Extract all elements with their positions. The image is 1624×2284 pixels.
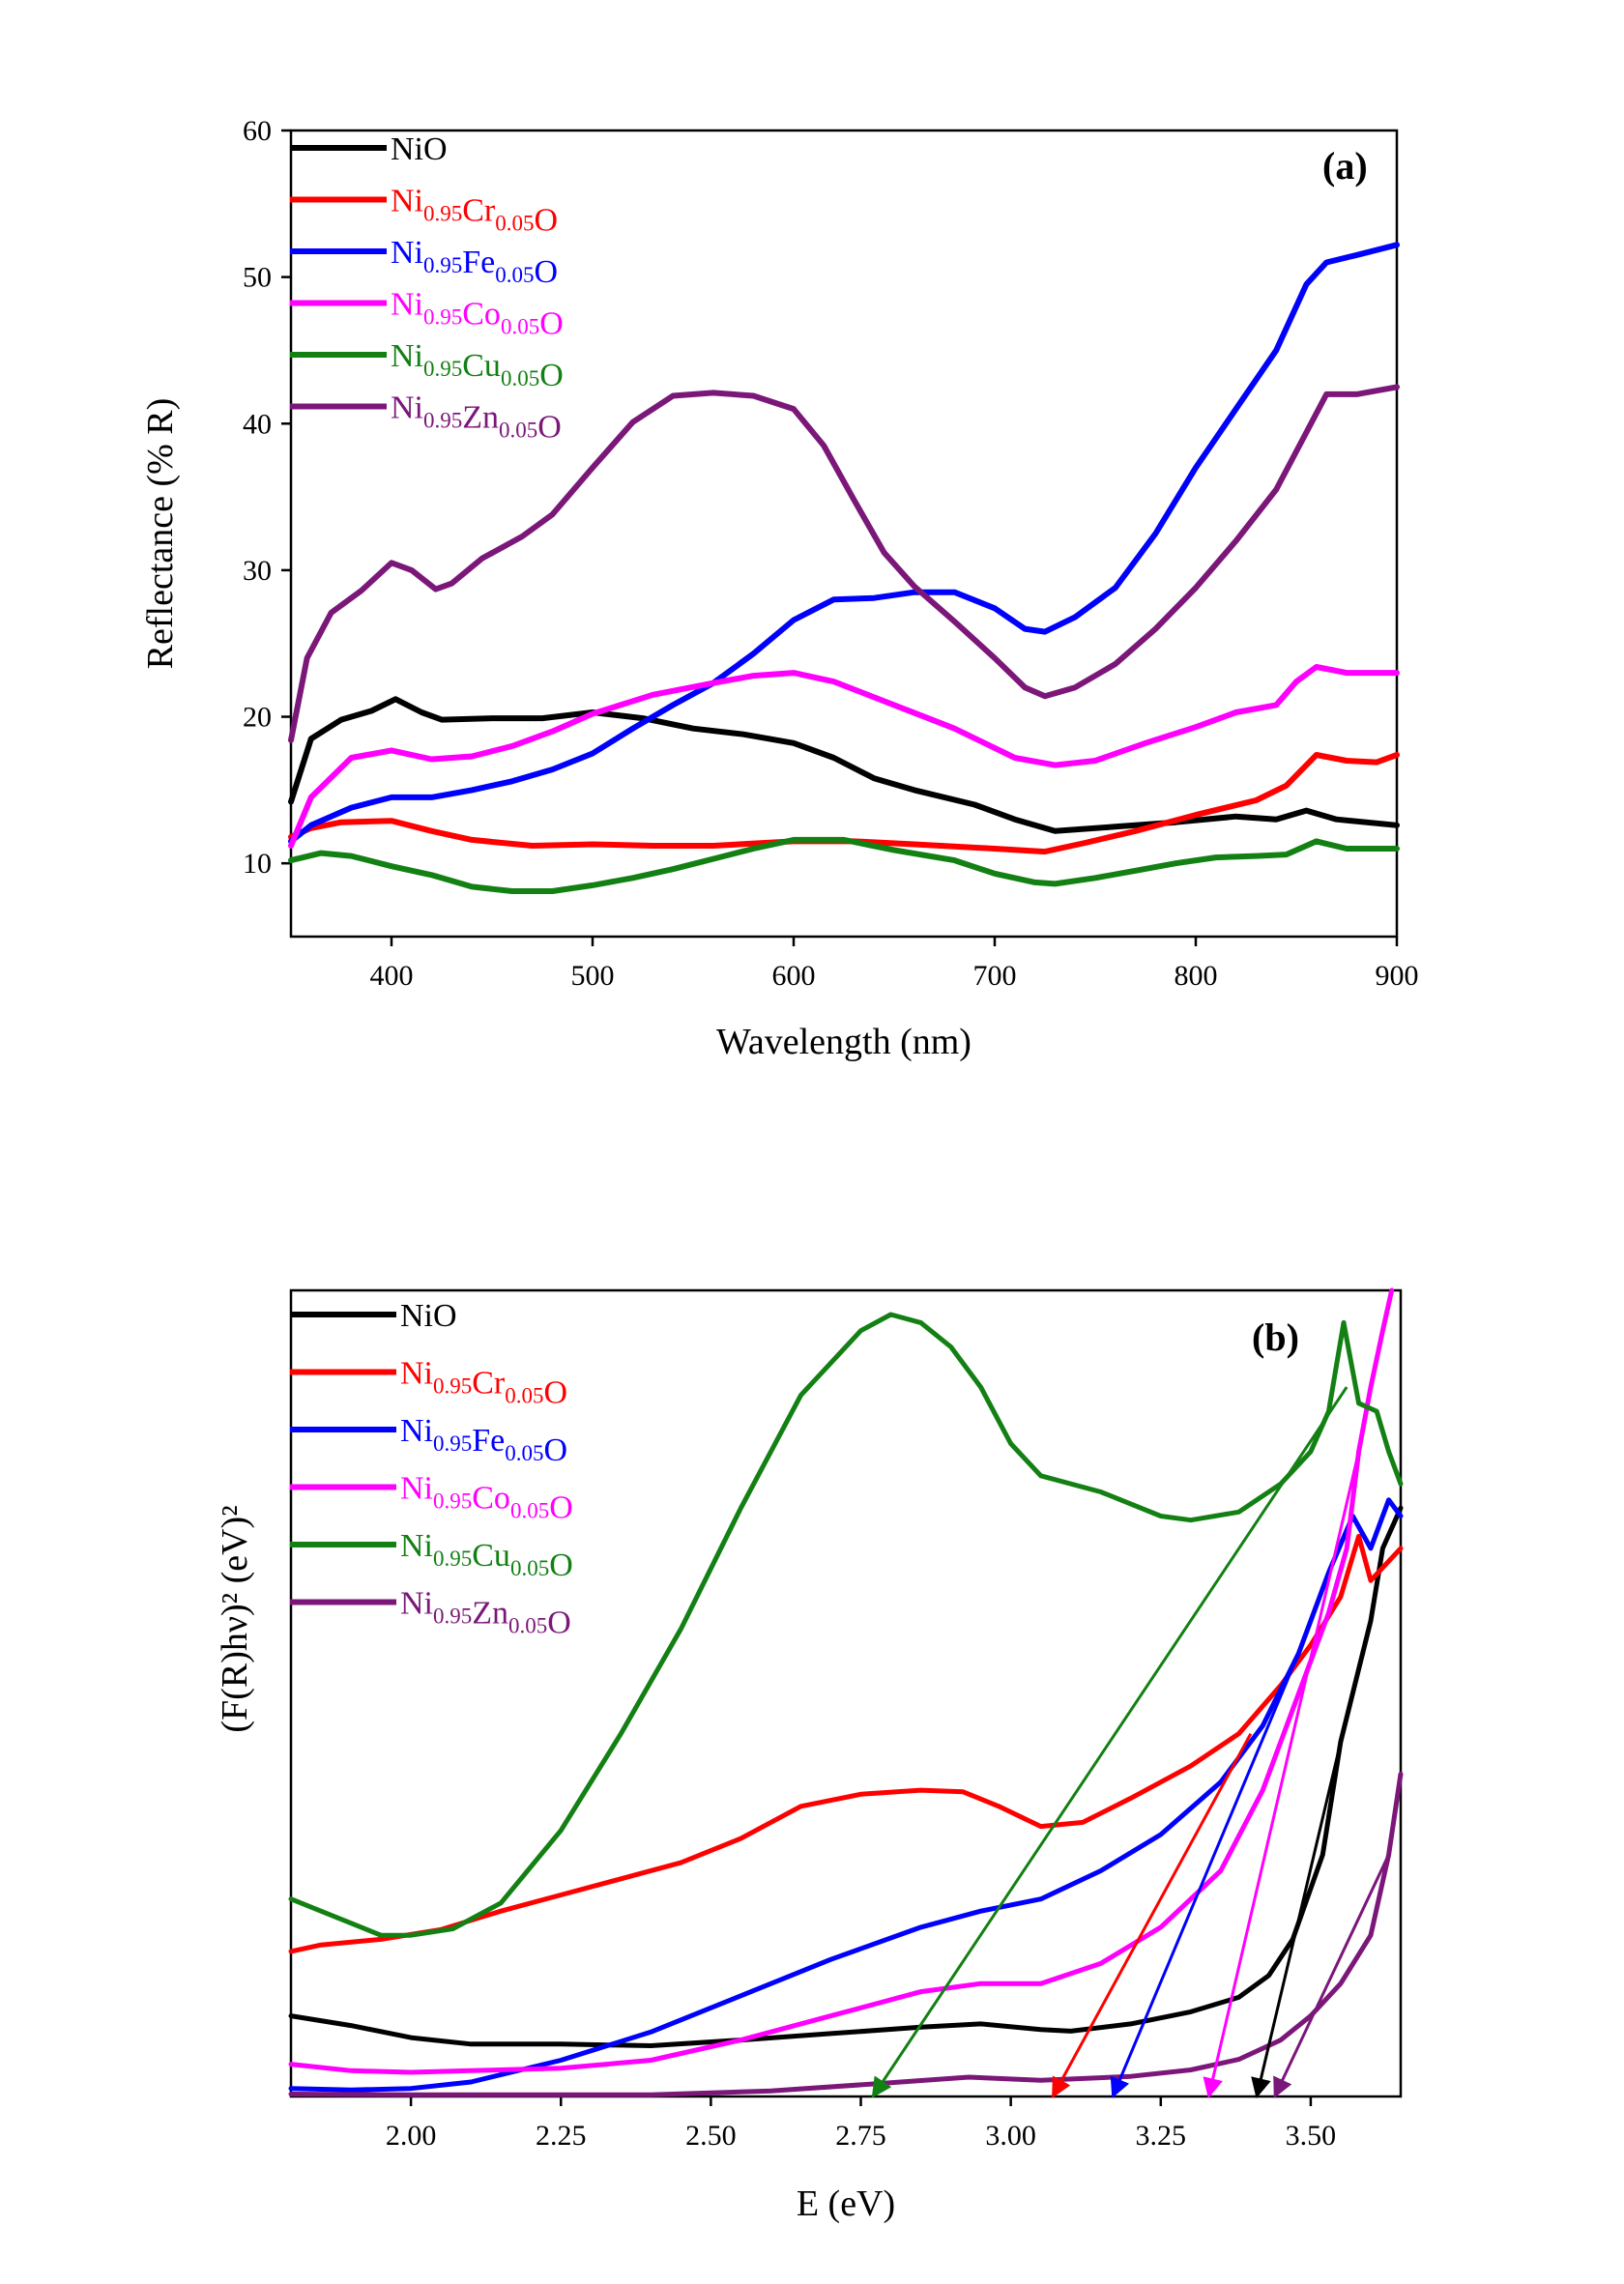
tangent-arrow-fe [1110, 1652, 1300, 2098]
legend-label-zn: Ni0.95Zn0.05O [391, 390, 562, 446]
panel-a-series [288, 242, 1400, 894]
x-tick-label: 2.75 [835, 2120, 886, 2152]
series-line-nio [288, 696, 1400, 834]
panel-b-series [288, 1287, 1404, 2097]
x-tick-label: 3.00 [985, 2120, 1036, 2152]
series-line-cu [288, 836, 1400, 894]
panel-a-plot-frame [289, 129, 1399, 939]
y-tick-label: 20 [243, 702, 272, 734]
panel-a-legend: NiO Ni0.95Cr0.05ONi0.95Fe0.05ONi0.95Co0.0… [290, 131, 564, 446]
y-tick-label: 50 [243, 262, 272, 294]
y-tick-label: 30 [243, 555, 272, 587]
legend-label-zn: Ni0.95Zn0.05O [400, 1586, 571, 1641]
panel-b-y-axis-label: (F(R)hν)² (eV)² [215, 1505, 255, 1732]
x-tick-label: 700 [973, 960, 1017, 992]
panel-a-axes: 400 500 600 700 800 900 10 20 30 40 50 60 [243, 115, 1419, 992]
panel-b-axes: 2.00 2.25 2.50 2.75 3.00 3.25 3.50 [386, 2096, 1336, 2152]
panel-a-label: (a) [1322, 144, 1368, 188]
legend-label-fe: Ni0.95Fe0.05O [400, 1413, 567, 1468]
y-tick-label: 60 [243, 115, 272, 147]
legend-label-co: Ni0.95Co0.05O [400, 1471, 573, 1526]
x-tick-label: 2.50 [685, 2120, 737, 2152]
y-tick-label: 10 [243, 848, 272, 880]
tangent-arrow-cr [1051, 1732, 1253, 2098]
legend-label-nio: NiO [391, 131, 448, 167]
legend-label-cr: Ni0.95Cr0.05O [391, 184, 558, 239]
legend-label-fe: Ni0.95Fe0.05O [391, 235, 558, 290]
series-line-zn [288, 1771, 1404, 2097]
x-tick-label: 800 [1174, 960, 1218, 992]
panel-b-y-axis-label-text: (F(R)hν)² (eV)² [215, 1505, 255, 1732]
series-line-cu [288, 1312, 1404, 1938]
legend-label-nio: NiO [400, 1298, 457, 1334]
legend-label-co: Ni0.95Co0.05O [391, 287, 564, 342]
x-tick-label: 400 [370, 960, 414, 992]
x-tick-label: 3.50 [1286, 2120, 1337, 2152]
x-tick-label: 3.25 [1136, 2120, 1187, 2152]
x-tick-label: 500 [571, 960, 615, 992]
series-line-cr [288, 752, 1400, 855]
series-line-co [288, 1287, 1395, 2075]
x-tick-label: 2.00 [386, 2120, 437, 2152]
series-line-fe [288, 242, 1400, 845]
series-line-zn [288, 384, 1400, 743]
tangent-arrow-cu [871, 1386, 1348, 2098]
legend-label-cu: Ni0.95Cu0.05O [400, 1528, 573, 1583]
x-tick-label: 2.25 [536, 2120, 587, 2152]
panel-a-chart: 400 500 600 700 800 900 10 20 30 40 50 60 NiO Ni0.95… [140, 115, 1419, 1062]
x-tick-label: 900 [1376, 960, 1419, 992]
series-line-co [288, 664, 1400, 849]
panel-b-label: (b) [1252, 1315, 1299, 1359]
series-line-cr [288, 1533, 1404, 1954]
series-line-fe [288, 1497, 1404, 2093]
panel-b-legend: NiO Ni0.95Cr0.05ONi0.95Fe0.05ONi0.95Co0.0… [290, 1298, 573, 1641]
panel-b-plot-frame [289, 1288, 1403, 2098]
y-tick-label: 40 [243, 408, 272, 440]
x-tick-label: 600 [772, 960, 816, 992]
panel-a-x-axis-label: Wavelength (nm) [716, 1022, 972, 1062]
tangent-arrow-co [1203, 1451, 1361, 2099]
tangent-arrow-zn [1273, 1854, 1390, 2098]
panel-b-x-axis-label: E (eV) [797, 2183, 895, 2224]
tangent-arrow-nio [1251, 1741, 1343, 2099]
series-line-nio [288, 1505, 1404, 2048]
panel-a-y-axis-label: Reflectance (% R) [140, 398, 181, 670]
panel-b-tangent-arrows [871, 1386, 1390, 2099]
legend-label-cr: Ni0.95Cr0.05O [400, 1356, 567, 1411]
legend-label-cu: Ni0.95Cu0.05O [391, 338, 564, 393]
panel-b-chart: 2.00 2.25 2.50 2.75 3.00 3.25 3.50 NiO Ni0.95Cr… [215, 1287, 1404, 2224]
